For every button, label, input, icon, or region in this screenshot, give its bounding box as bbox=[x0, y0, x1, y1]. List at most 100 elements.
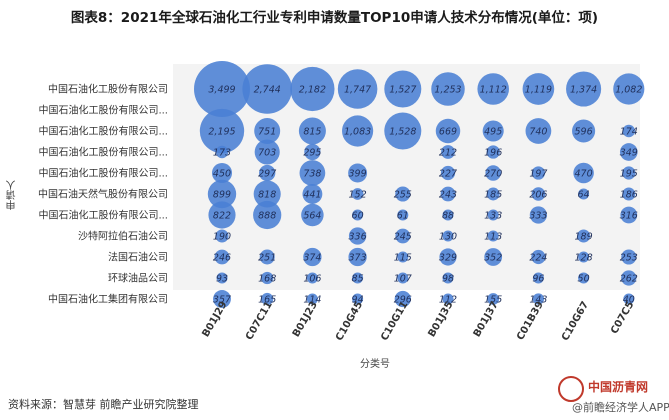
bubble bbox=[487, 293, 500, 305]
x-tick-label: C07C5 bbox=[609, 300, 636, 336]
data-label: 130 bbox=[439, 232, 457, 243]
data-label: 107 bbox=[394, 274, 412, 285]
data-label: 115 bbox=[394, 253, 412, 264]
bubble bbox=[348, 163, 368, 183]
data-label: 88 bbox=[442, 211, 454, 222]
data-label: 195 bbox=[620, 169, 638, 180]
bubble bbox=[394, 290, 411, 308]
data-label: 333 bbox=[529, 211, 547, 222]
bubble bbox=[261, 292, 274, 306]
bubble bbox=[397, 251, 409, 263]
data-label: 253 bbox=[620, 253, 638, 264]
bubble bbox=[531, 249, 546, 265]
bubble bbox=[352, 293, 364, 305]
data-label: 899 bbox=[213, 190, 231, 201]
bubble bbox=[487, 209, 499, 221]
bubble bbox=[213, 290, 231, 308]
data-label: 336 bbox=[349, 232, 367, 243]
bubble bbox=[621, 249, 637, 265]
data-label: 1,112 bbox=[480, 85, 507, 96]
y-tick-label: 中国石油天然气股份有限公司 bbox=[38, 188, 168, 201]
data-label: 246 bbox=[213, 253, 231, 264]
x-tick-label: C01B39 bbox=[515, 300, 546, 343]
y-tick-label: 中国石油化工集团有限公司 bbox=[48, 293, 168, 306]
x-tick-label: B01J35 bbox=[426, 300, 455, 339]
x-axis-label: 分类号 bbox=[360, 359, 390, 370]
data-label: 243 bbox=[439, 190, 457, 201]
bubble bbox=[253, 200, 282, 230]
bubble bbox=[482, 120, 504, 142]
data-label: 2,195 bbox=[208, 127, 235, 138]
bubble bbox=[621, 270, 637, 286]
data-label: 3,499 bbox=[208, 85, 235, 96]
data-label: 155 bbox=[484, 295, 502, 306]
data-label: 40 bbox=[623, 295, 635, 306]
bubble bbox=[525, 118, 552, 144]
bubble bbox=[486, 145, 500, 159]
data-label: 270 bbox=[484, 169, 502, 180]
bubble bbox=[620, 206, 638, 224]
data-label: 1,747 bbox=[344, 85, 371, 96]
bubble bbox=[442, 209, 454, 221]
bubble bbox=[613, 73, 645, 105]
data-label: 1,083 bbox=[344, 127, 371, 138]
y-tick-label: 中国石油化工股份有限公司... bbox=[38, 104, 168, 117]
data-label: 143 bbox=[529, 295, 547, 306]
data-label: 1,119 bbox=[525, 85, 552, 96]
bubble bbox=[214, 249, 230, 265]
bubble bbox=[194, 61, 250, 117]
x-tick-label: B01J29 bbox=[200, 300, 229, 339]
data-label: 189 bbox=[575, 232, 593, 243]
data-label: 112 bbox=[439, 295, 457, 306]
watermark-app: @前瞻经济学人APP bbox=[572, 401, 669, 414]
bubble bbox=[486, 187, 500, 201]
data-label: 165 bbox=[258, 295, 276, 306]
data-label: 224 bbox=[529, 253, 547, 264]
data-label: 669 bbox=[439, 127, 457, 138]
data-label: 297 bbox=[258, 169, 276, 180]
watermark-site: 中国沥青网 bbox=[588, 380, 649, 394]
data-label: 374 bbox=[303, 253, 321, 264]
bubble bbox=[623, 293, 635, 305]
bubble bbox=[299, 160, 326, 186]
data-label: 740 bbox=[529, 127, 547, 138]
data-label: 61 bbox=[397, 211, 409, 222]
data-label: 1,527 bbox=[389, 85, 416, 96]
x-tick-label: B01J37 bbox=[472, 300, 501, 339]
bubble bbox=[199, 108, 245, 154]
bubble bbox=[254, 139, 280, 165]
data-label: 2,182 bbox=[299, 85, 326, 96]
data-label: 470 bbox=[575, 169, 593, 180]
bubble bbox=[442, 293, 454, 305]
bubble bbox=[215, 145, 229, 159]
data-label: 173 bbox=[213, 148, 231, 159]
bubble bbox=[397, 272, 409, 284]
bubble bbox=[522, 73, 555, 105]
y-tick-label: 中国石油化工股份有限公司... bbox=[38, 125, 168, 138]
data-label: 114 bbox=[303, 295, 321, 306]
bubble bbox=[566, 71, 602, 107]
bubble bbox=[441, 145, 455, 159]
bubble bbox=[301, 203, 324, 227]
bubble bbox=[622, 187, 636, 201]
bubble bbox=[395, 186, 411, 202]
data-label: 96 bbox=[532, 274, 544, 285]
bubble bbox=[619, 143, 638, 161]
x-tick-label: C10G67 bbox=[560, 300, 591, 343]
watermark-logo-icon bbox=[558, 376, 584, 402]
data-label: 738 bbox=[303, 169, 321, 180]
bubble bbox=[253, 180, 281, 208]
data-label: 190 bbox=[213, 232, 231, 243]
bubble bbox=[337, 69, 378, 109]
bubble bbox=[207, 179, 237, 209]
source-note: 资料来源：智慧芽 前瞻产业研究院整理 bbox=[8, 398, 199, 411]
bubble bbox=[577, 229, 591, 243]
bubble bbox=[397, 209, 409, 221]
bubble bbox=[384, 112, 422, 150]
data-label: 316 bbox=[620, 211, 638, 222]
x-tick-label: C10G11 bbox=[379, 300, 410, 343]
y-axis-label: 申请人 bbox=[7, 180, 18, 210]
bubble bbox=[215, 229, 229, 243]
bubble bbox=[216, 272, 228, 284]
bubble bbox=[531, 166, 546, 180]
